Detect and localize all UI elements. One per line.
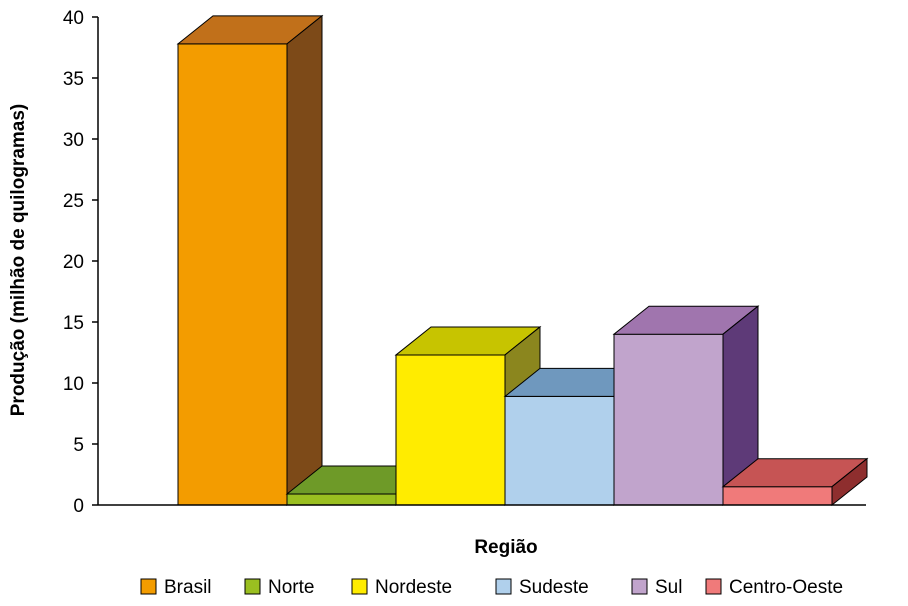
- bar-front-face: [722, 486, 833, 506]
- legend-swatch: [495, 578, 512, 595]
- y-ticks: 0 5 10 15 20 25 30 35 40: [63, 8, 98, 517]
- y-tick-label: 30: [63, 130, 84, 151]
- y-tick-label: 40: [63, 8, 84, 29]
- legend-label: Sudeste: [519, 577, 589, 598]
- legend-swatch: [631, 578, 648, 595]
- legend-swatch: [244, 578, 261, 595]
- bars-group: [176, 14, 869, 507]
- y-axis-title: Produção (milhão de quilogramas): [8, 104, 29, 417]
- x-axis-title: Região: [474, 537, 537, 558]
- legend-item: Sul: [631, 577, 682, 598]
- y-tick-label: 25: [63, 191, 84, 212]
- bar-side-face: [286, 14, 323, 507]
- bar-front-face: [286, 493, 397, 506]
- legend-item: Brasil: [140, 577, 212, 598]
- legend-label: Sul: [655, 577, 682, 598]
- y-tick-label: 15: [63, 313, 84, 334]
- legend-swatch: [705, 578, 722, 595]
- y-tick-label: 0: [73, 496, 84, 517]
- bar-brasil: [176, 14, 324, 507]
- bar-front-face: [395, 354, 506, 506]
- bar-front-face: [504, 395, 615, 506]
- bar-side-face: [831, 457, 868, 507]
- y-tick-label: 20: [63, 252, 84, 273]
- bar-front-face: [177, 43, 288, 506]
- bar-sul: [612, 305, 760, 507]
- legend-item: Sudeste: [495, 577, 589, 598]
- legend-swatch: [140, 578, 157, 595]
- legend-swatch: [351, 578, 368, 595]
- legend-label: Nordeste: [375, 577, 452, 598]
- legend-label: Centro-Oeste: [729, 577, 843, 598]
- bar-centro-oeste: [721, 457, 869, 507]
- legend: Brasil Norte Nordeste Sudeste Sul Centro-Oest…: [140, 577, 843, 598]
- legend-item: Nordeste: [351, 577, 452, 598]
- y-tick-label: 10: [63, 374, 84, 395]
- bar-front-face: [613, 333, 724, 506]
- legend-item: Norte: [244, 577, 314, 598]
- y-tick-label: 35: [63, 69, 84, 90]
- legend-item: Centro-Oeste: [705, 577, 843, 598]
- legend-label: Norte: [268, 577, 314, 598]
- y-tick-label: 5: [73, 435, 84, 456]
- legend-label: Brasil: [164, 577, 212, 598]
